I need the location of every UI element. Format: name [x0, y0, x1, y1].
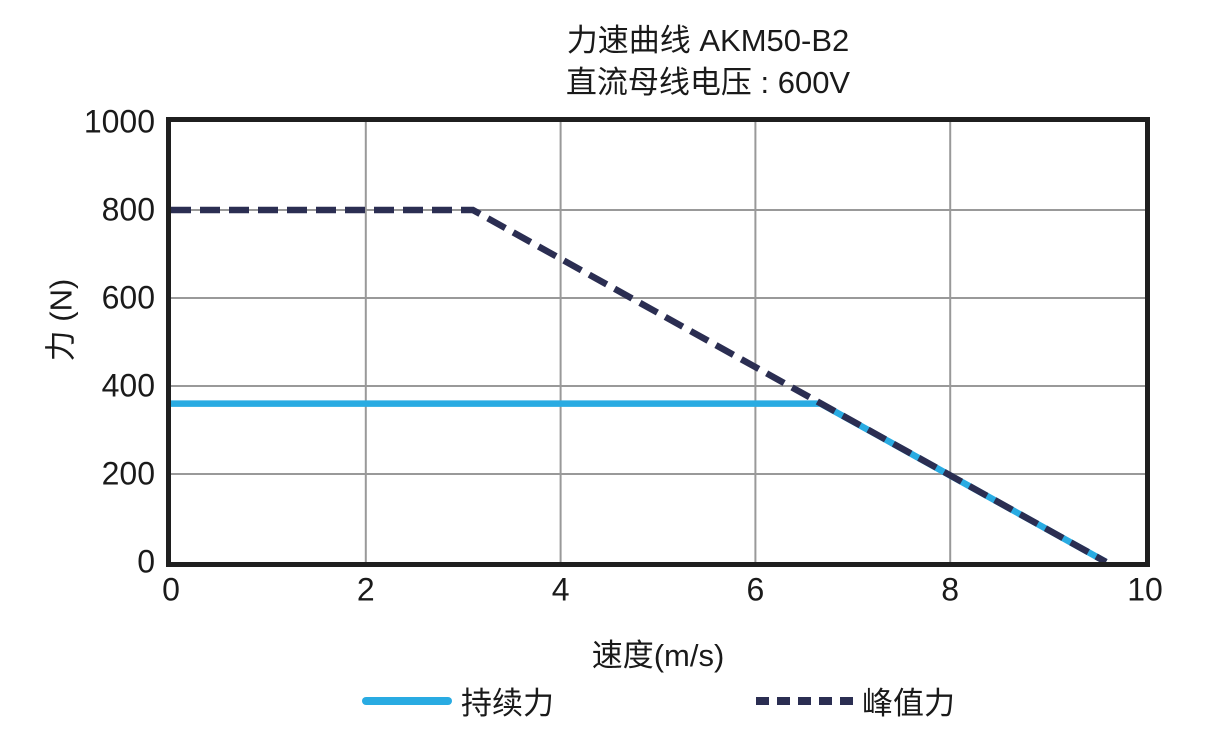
y-tick-label: 800: [101, 191, 155, 228]
legend-item-peak-force: 峰值力: [754, 678, 955, 723]
x-axis-title: 速度(m/s): [591, 638, 725, 673]
y-tick-label: 200: [101, 455, 155, 492]
y-axis-title: 力 (N): [43, 278, 79, 362]
legend-label-continuous-force: 持续力: [461, 686, 554, 721]
plot-canvas: [171, 122, 1145, 562]
continuous-force-line-icon: [362, 696, 452, 705]
continuous-force-line: [171, 400, 1108, 562]
legend: 持续力 峰值力: [171, 678, 1145, 723]
chart-title: 力速曲线 AKM50-B2: [566, 23, 850, 58]
chart-subtitle: 直流母线电压 : 600V: [565, 65, 851, 100]
x-tick-label: 0: [162, 571, 180, 608]
y-tick-label: 600: [101, 279, 155, 316]
legend-item-continuous-force: 持续力: [361, 678, 554, 723]
x-tick-label: 8: [941, 571, 960, 608]
y-tick-label: 1000: [83, 103, 155, 140]
plot-area: [166, 117, 1150, 567]
y-tick-label: 400: [101, 367, 155, 404]
x-tick-label: 2: [356, 571, 375, 608]
x-tick-label: 10: [1127, 571, 1163, 608]
x-tick-label: 4: [551, 571, 570, 608]
peak-force-line: [171, 206, 1108, 562]
peak-force-dashed-line-icon: [756, 696, 854, 705]
legend-label-peak-force: 峰值力: [862, 686, 955, 721]
x-tick-label: 6: [746, 571, 765, 608]
y-tick-label: 0: [137, 543, 155, 580]
